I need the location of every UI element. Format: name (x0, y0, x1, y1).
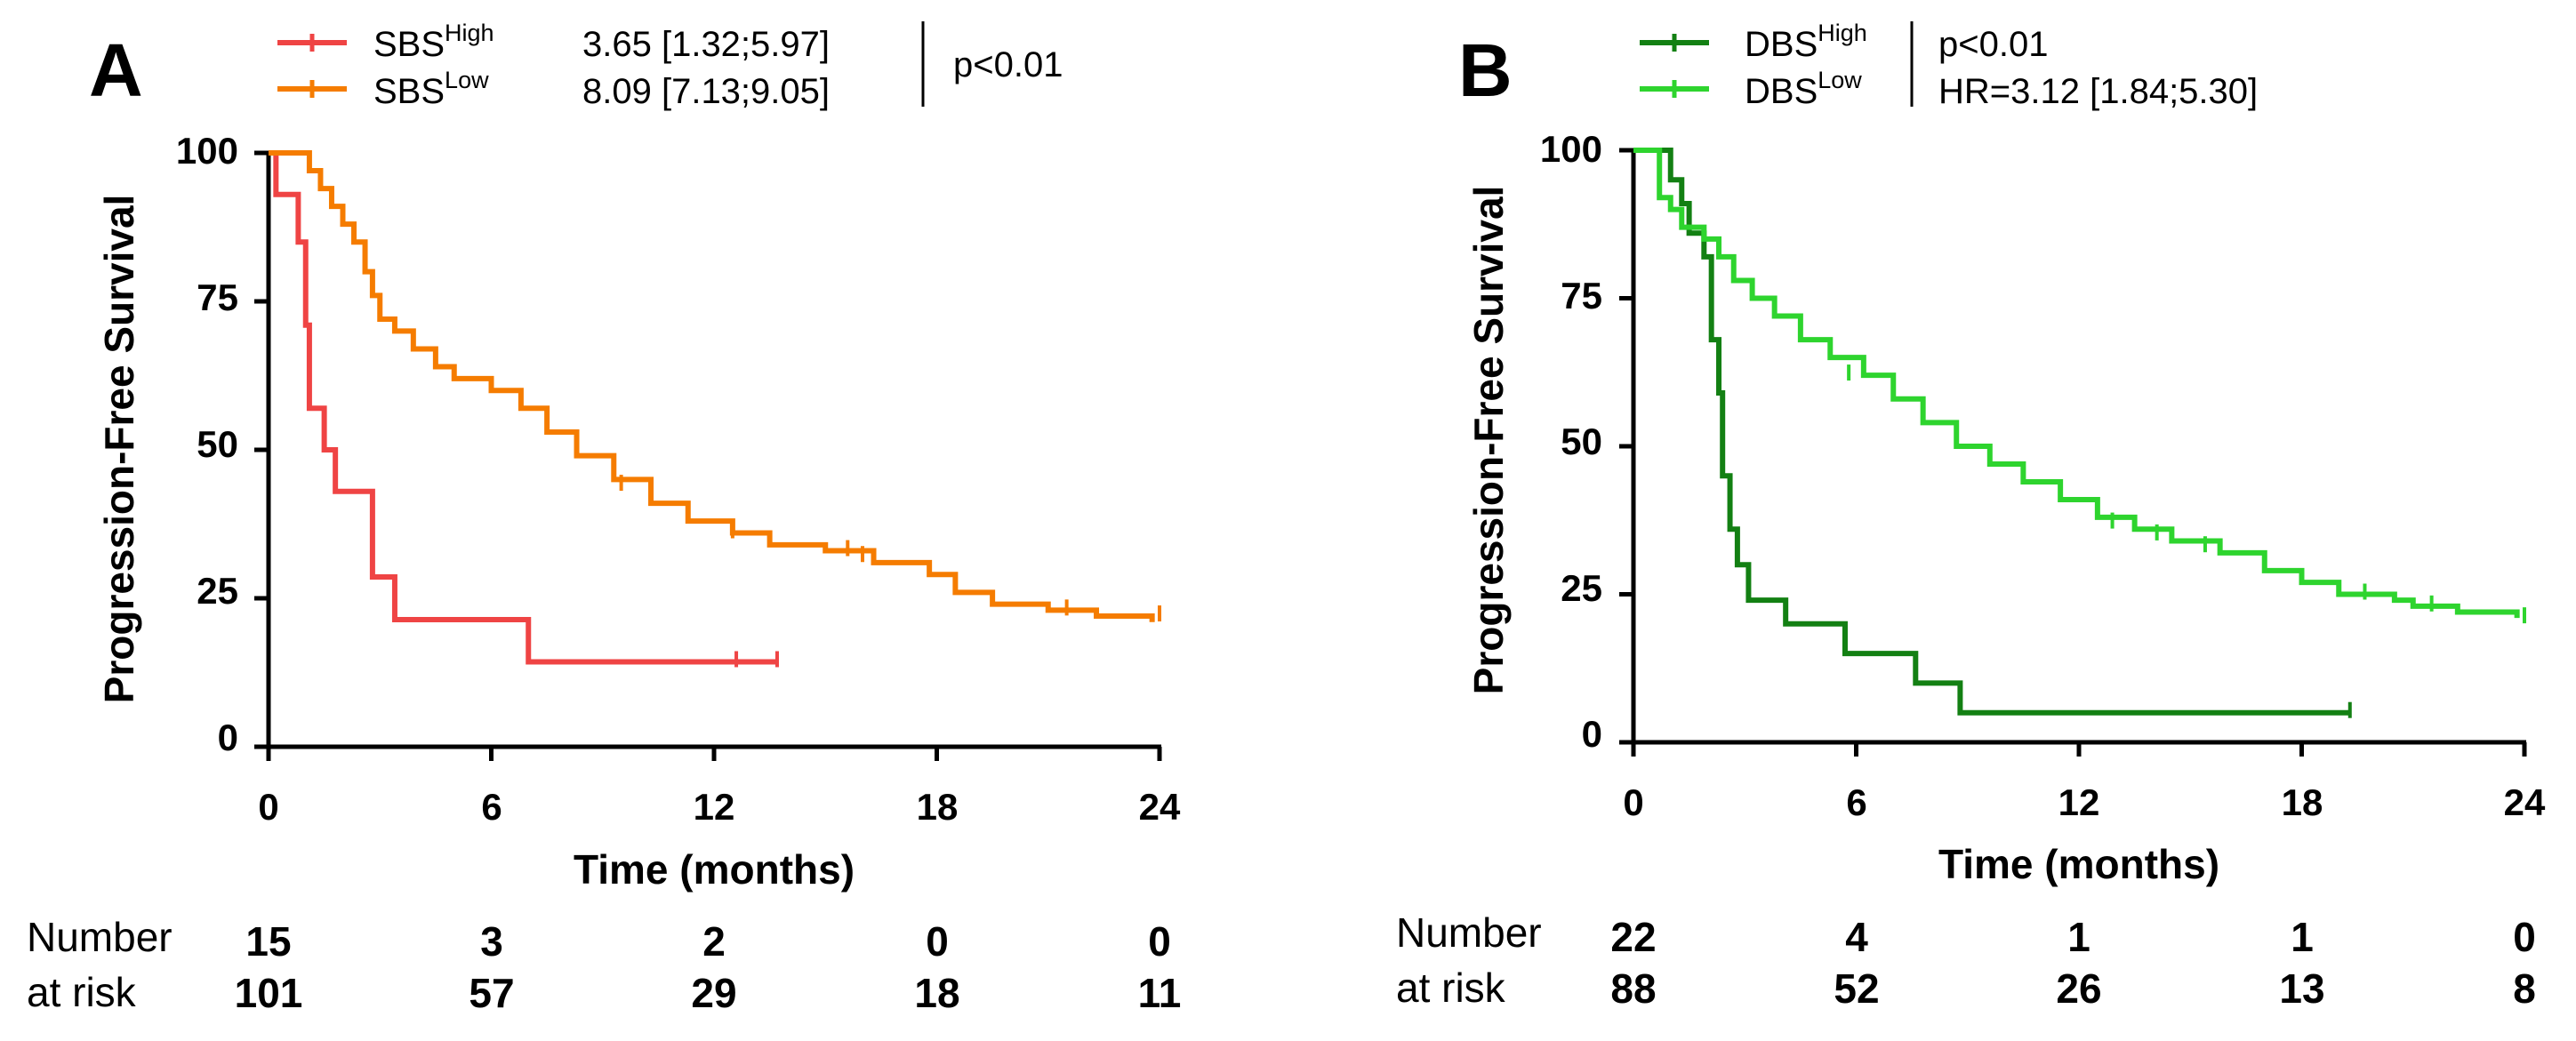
panel-b: B DBSHigh DBSLow p<0.01 HR=3.12 [1.84;5.… (1396, 20, 2546, 1012)
risk-dbs-low-12: 26 (2056, 965, 2101, 1012)
panel-b-xtick-18: 18 (2282, 781, 2323, 823)
panel-a: A SBSHigh 3.65 [1.32;5.97] SBSLow 8.09 [… (27, 20, 1181, 1016)
legend-dbs-low-label: DBSLow (1745, 67, 1862, 111)
panel-a-ytick-75: 75 (197, 276, 238, 318)
risk-dbs-low-0: 88 (1610, 965, 1656, 1012)
panel-a-risk-table: Number at risk 15 3 2 0 0 101 57 29 18 1… (27, 914, 1181, 1016)
risk-dbs-low-24: 8 (2513, 965, 2536, 1012)
legend-sbs-high-ci: 3.65 [1.32;5.97] (582, 25, 830, 64)
risk-sbs-low-18: 18 (914, 970, 959, 1016)
risk-sbs-low-0: 101 (235, 970, 303, 1016)
panel-b-ytick-0: 0 (1582, 713, 1602, 755)
risk-dbs-low-6: 52 (1834, 965, 1879, 1012)
panel-b-y-ticks: 0 25 50 75 100 (1540, 128, 1602, 755)
legend-sbs-high-label: SBSHigh (373, 20, 494, 64)
risk-sbs-high-6: 3 (480, 918, 503, 965)
panel-a-xtick-12: 12 (694, 786, 735, 828)
legend-b-pvalue: p<0.01 (1938, 25, 2048, 64)
risk-sbs-high-0: 15 (245, 918, 291, 965)
panel-b-legend: DBSHigh DBSLow p<0.01 HR=3.12 [1.84;5.30… (1640, 20, 2258, 111)
risk-dbs-high-6: 4 (1845, 914, 1868, 960)
panel-b-y-axis-label: Progression-Free Survival (1465, 186, 1512, 695)
panel-b-curve-dbshigh (1633, 148, 2350, 716)
risk-sbs-high-12: 2 (702, 918, 726, 965)
panel-a-x-ticks: 0 6 12 18 24 (258, 786, 1181, 828)
legend-sbs-low-label: SBSLow (373, 67, 489, 111)
risk-dbs-high-18: 1 (2291, 914, 2314, 960)
panel-b-x-axis-label: Time (months) (1938, 841, 2219, 887)
panel-b-ytick-75: 75 (1561, 275, 1602, 316)
panel-a-xtick-6: 6 (481, 786, 502, 828)
risk-dbs-high-0: 22 (1610, 914, 1656, 960)
panel-a-curve-sbslow (269, 150, 1155, 622)
panel-a-xtick-24: 24 (1139, 786, 1181, 828)
panel-a-letter: A (89, 28, 143, 112)
panel-b-xtick-24: 24 (2504, 781, 2546, 823)
panel-b-ytick-25: 25 (1561, 567, 1602, 609)
risk-sbs-high-18: 0 (926, 918, 949, 965)
panel-b-plot (1619, 148, 2527, 757)
risk-label-at-risk: at risk (1396, 965, 1506, 1011)
legend-dbs-high-label: DBSHigh (1745, 20, 1867, 64)
risk-sbs-low-6: 57 (469, 970, 514, 1016)
risk-dbs-low-18: 13 (2279, 965, 2324, 1012)
panel-a-x-axis-label: Time (months) (574, 846, 855, 893)
panel-b-curve-dbslow (1633, 148, 2520, 619)
panel-b-xtick-12: 12 (2058, 781, 2100, 823)
panel-b-xtick-6: 6 (1846, 781, 1866, 823)
panel-a-ytick-100: 100 (176, 130, 238, 172)
legend-a-pvalue: p<0.01 (953, 45, 1063, 84)
panel-a-xtick-18: 18 (917, 786, 959, 828)
panel-a-y-axis-label: Progression-Free Survival (96, 195, 142, 704)
risk-dbs-high-24: 0 (2513, 914, 2536, 960)
panel-a-y-ticks: 0 25 50 75 100 (176, 130, 238, 758)
risk-sbs-low-12: 29 (691, 970, 736, 1016)
risk-sbs-low-24: 11 (1138, 970, 1182, 1016)
panel-a-legend: SBSHigh 3.65 [1.32;5.97] SBSLow 8.09 [7.… (277, 20, 1063, 111)
risk-label-number: Number (27, 914, 173, 960)
panel-b-ytick-50: 50 (1561, 420, 1602, 462)
panel-b-xtick-0: 0 (1623, 781, 1643, 823)
risk-sbs-high-24: 0 (1148, 918, 1171, 965)
panel-b-risk-table: Number at risk 22 4 1 1 0 88 52 26 13 8 (1396, 909, 2536, 1012)
risk-dbs-high-12: 1 (2067, 914, 2090, 960)
panel-a-ytick-25: 25 (197, 570, 238, 612)
panel-b-letter: B (1458, 28, 1513, 112)
legend-sbs-low-ci: 8.09 [7.13;9.05] (582, 72, 830, 111)
panel-b-x-ticks: 0 6 12 18 24 (1623, 781, 2546, 823)
panel-a-xtick-0: 0 (258, 786, 278, 828)
legend-b-hr: HR=3.12 [1.84;5.30] (1938, 72, 2258, 111)
risk-label-number: Number (1396, 909, 1542, 956)
panel-a-plot (254, 150, 1162, 761)
panel-a-curve-sbshigh (269, 150, 777, 665)
panel-a-ytick-50: 50 (197, 423, 238, 465)
risk-label-at-risk: at risk (27, 969, 137, 1015)
panel-b-ytick-100: 100 (1540, 128, 1602, 170)
panel-a-ytick-0: 0 (218, 717, 238, 758)
